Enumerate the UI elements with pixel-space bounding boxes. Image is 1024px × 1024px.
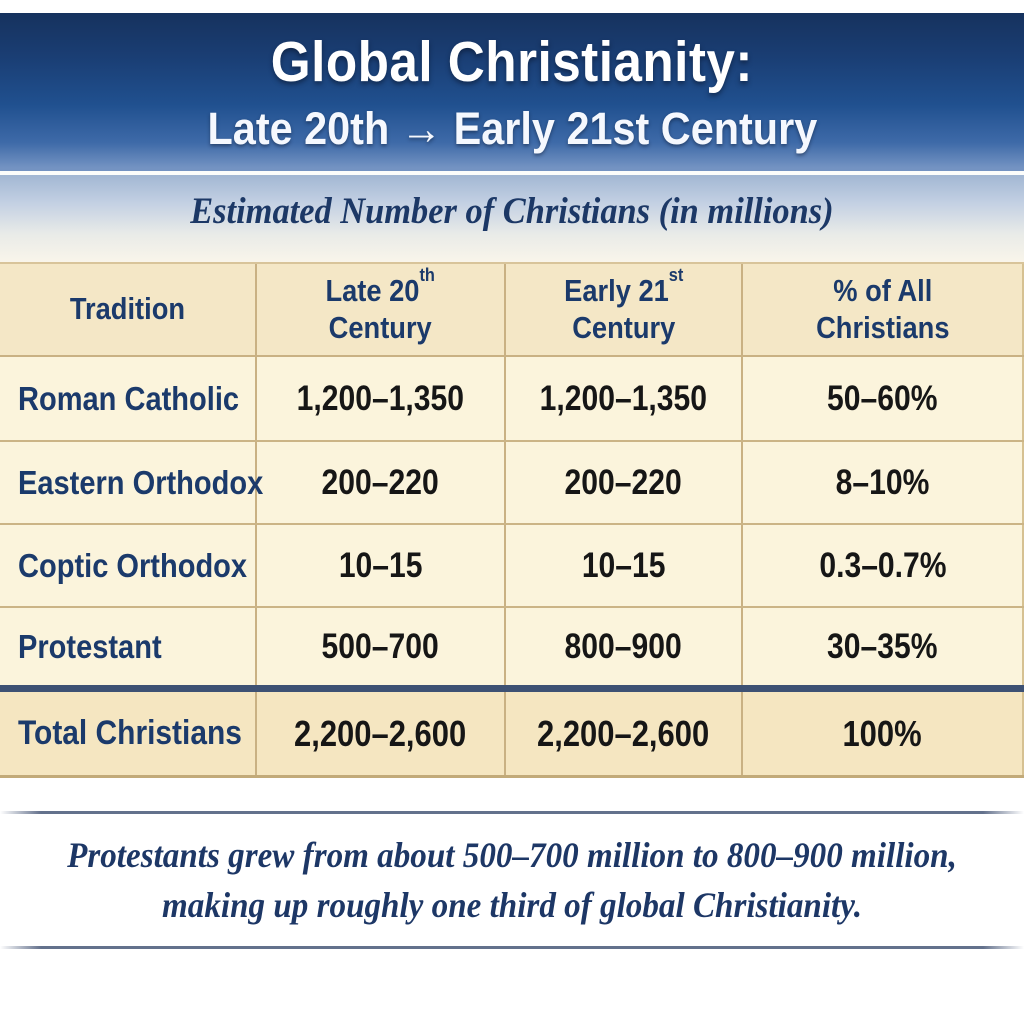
header-cell-percent-of-all-christians: % of All Christians xyxy=(743,264,1024,355)
table-header-row: Tradition Late 20th Century Early 21st C… xyxy=(0,262,1024,357)
table-row-coptic-orthodox: Coptic Orthodox 10–15 10–15 0.3–0.7% xyxy=(0,525,1024,608)
table-row-protestant: Protestant 500–700 800–900 30–35% xyxy=(0,608,1024,685)
header-cell-tradition: Tradition xyxy=(0,264,257,355)
header-cell-early-21st-century: Early 21st Century xyxy=(506,264,743,355)
cell-percent: 50–60% xyxy=(743,357,1024,440)
cell-late20: 10–15 xyxy=(257,525,506,606)
footnote-bottom-rule xyxy=(0,946,1024,949)
cell-early21: 10–15 xyxy=(506,525,743,606)
cell-percent: 30–35% xyxy=(743,608,1024,685)
footnote: Protestants grew from about 500–700 mill… xyxy=(0,830,1024,930)
cell-tradition: Protestant xyxy=(0,608,257,685)
page-title-range: Late 20th → Early 21st Century xyxy=(207,103,817,154)
christianity-table: Tradition Late 20th Century Early 21st C… xyxy=(0,262,1024,778)
cell-late20: 2,200–2,600 xyxy=(257,692,506,775)
table-row-roman-catholic: Roman Catholic 1,200–1,350 1,200–1,350 5… xyxy=(0,357,1024,442)
superscript-th: th xyxy=(419,264,436,286)
banner: Global Christianity: Late 20th → Early 2… xyxy=(0,13,1024,171)
cell-tradition: Roman Catholic xyxy=(0,357,257,440)
caption-zone: Estimated Number of Christians (in milli… xyxy=(0,175,1024,262)
cell-tradition: Coptic Orthodox xyxy=(0,525,257,606)
cell-early21: 800–900 xyxy=(506,608,743,685)
table-caption: Estimated Number of Christians (in milli… xyxy=(190,191,834,232)
footnote-line-1: Protestants grew from about 500–700 mill… xyxy=(67,835,957,875)
cell-late20: 1,200–1,350 xyxy=(257,357,506,440)
cell-percent: 0.3–0.7% xyxy=(743,525,1024,606)
footnote-top-rule xyxy=(0,811,1024,814)
cell-tradition: Eastern Orthodox xyxy=(0,442,263,523)
header-cell-late-20th-century: Late 20th Century xyxy=(257,264,506,355)
cell-early21: 2,200–2,600 xyxy=(506,692,743,775)
footnote-line-2: making up roughly one third of global Ch… xyxy=(162,885,862,925)
cell-percent: 100% xyxy=(743,692,1024,775)
cell-tradition: Total Christians xyxy=(0,692,257,775)
table-row-total-christians: Total Christians 2,200–2,600 2,200–2,600… xyxy=(0,692,1024,778)
table-row-eastern-orthodox: Eastern Orthodox 200–220 200–220 8–10% xyxy=(0,442,1024,525)
cell-early21: 200–220 xyxy=(506,442,743,523)
banner-divider xyxy=(0,171,1024,175)
page-title: Global Christianity: xyxy=(270,30,754,94)
total-separator-bar xyxy=(0,685,1024,692)
cell-late20: 200–220 xyxy=(257,442,506,523)
cell-late20: 500–700 xyxy=(257,608,506,685)
superscript-st: st xyxy=(668,264,684,286)
cell-percent: 8–10% xyxy=(743,442,1024,523)
cell-early21: 1,200–1,350 xyxy=(506,357,743,440)
